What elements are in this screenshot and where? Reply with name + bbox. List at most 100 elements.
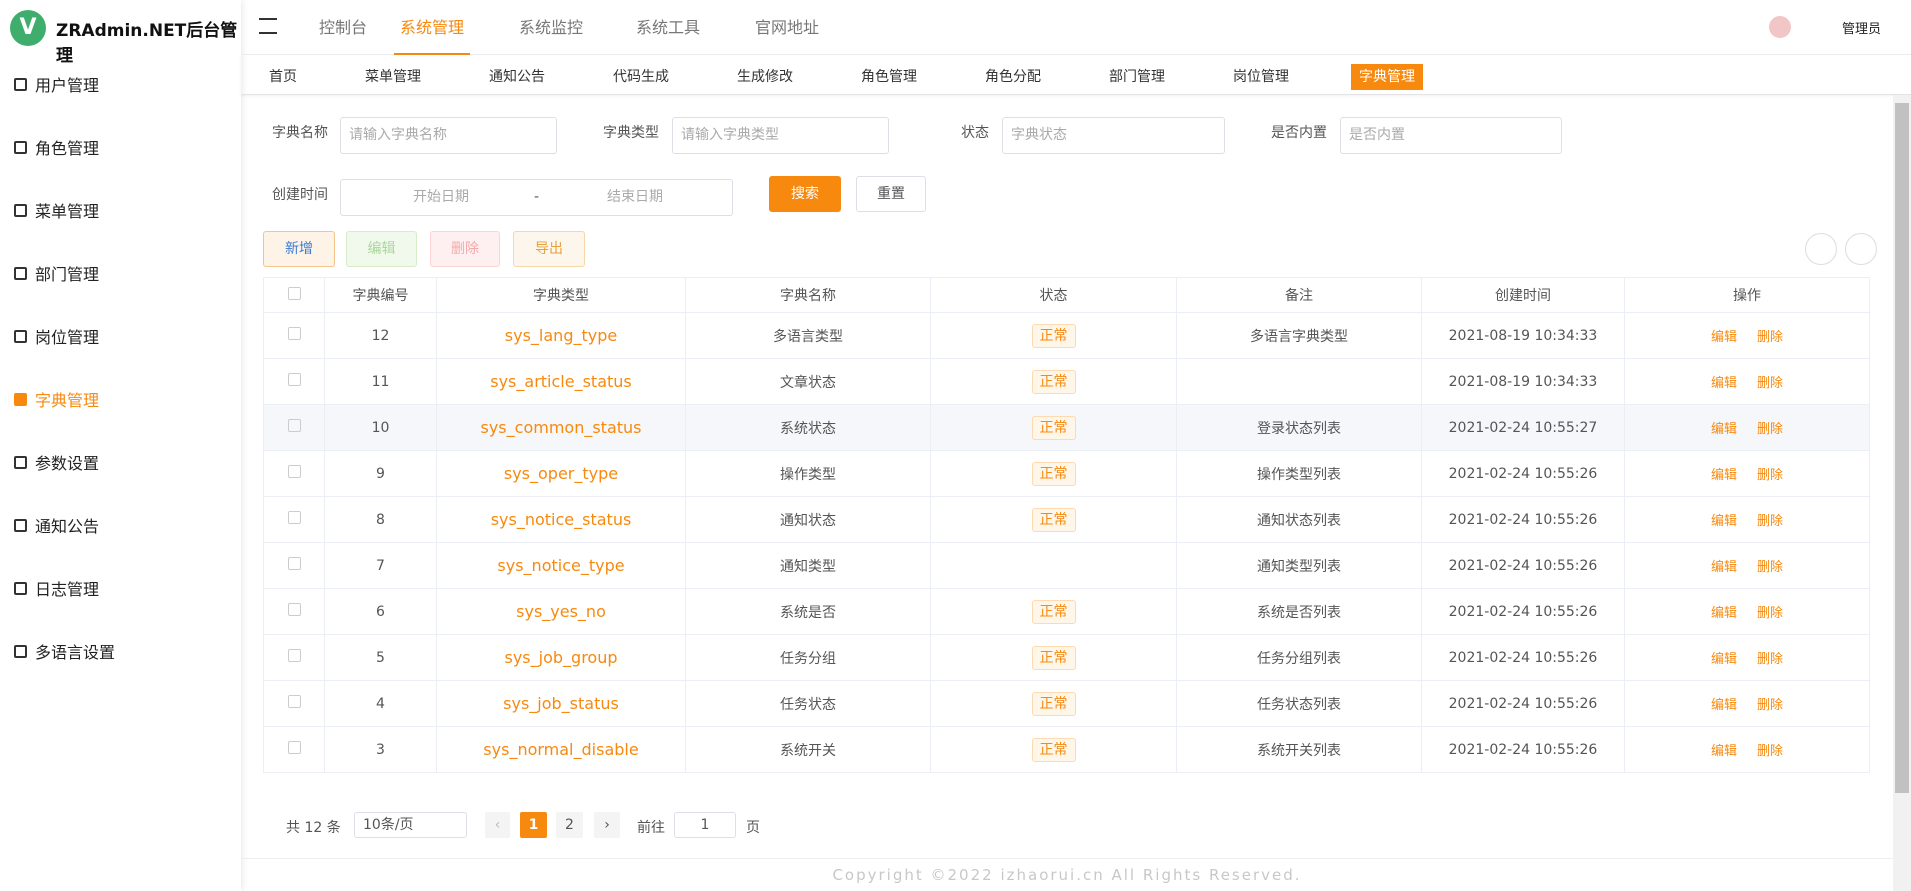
date-range[interactable]: 开始日期 - 结束日期 xyxy=(340,179,733,216)
sidebar-item[interactable]: 多语言设置 xyxy=(14,636,224,666)
refresh-button[interactable] xyxy=(1845,233,1877,265)
edit-link[interactable]: 编辑 xyxy=(1710,468,1737,483)
sidebar-label[interactable]: 多语言设置 xyxy=(35,643,116,662)
row-checkbox[interactable] xyxy=(263,634,325,681)
sidebar-item[interactable]: 岗位管理 xyxy=(14,321,224,351)
goto-input[interactable]: 1 xyxy=(674,812,736,838)
end-date[interactable]: 结束日期 xyxy=(607,189,663,205)
sidebar-item[interactable]: 角色管理 xyxy=(14,132,224,162)
tab[interactable]: 首页 xyxy=(263,64,303,90)
sidebar-label[interactable]: 菜单管理 xyxy=(35,202,100,221)
tab-label[interactable]: 字典管理 xyxy=(1359,69,1415,85)
dict-type-link[interactable]: sys_notice_status xyxy=(490,510,632,529)
row-checkbox[interactable] xyxy=(263,496,325,543)
tab-label[interactable]: 首页 xyxy=(269,69,297,85)
delete-link[interactable]: 删除 xyxy=(1757,652,1784,667)
dict-type-link[interactable]: sys_yes_no xyxy=(516,602,606,621)
tab[interactable]: 角色管理 xyxy=(855,64,923,90)
start-date[interactable]: 开始日期 xyxy=(413,189,469,205)
sidebar-label[interactable]: 参数设置 xyxy=(35,454,100,473)
dict-type-link[interactable]: sys_notice_type xyxy=(497,556,625,575)
sidebar-item[interactable]: 日志管理 xyxy=(14,573,224,603)
sidebar-item[interactable]: 通知公告 xyxy=(14,510,224,540)
delete-link[interactable]: 删除 xyxy=(1757,698,1784,713)
tab-label[interactable]: 岗位管理 xyxy=(1233,69,1289,85)
next-page[interactable]: › xyxy=(594,812,620,838)
page-number[interactable]: 2 xyxy=(556,812,583,838)
nav-item[interactable]: 系统管理 xyxy=(394,0,471,55)
page-size[interactable]: 10条/页 xyxy=(354,812,467,838)
select[interactable]: 字典状态 xyxy=(1002,117,1225,154)
sidebar-item[interactable]: 参数设置 xyxy=(14,447,224,477)
tab-label[interactable]: 生成修改 xyxy=(737,69,793,85)
tab-label[interactable]: 部门管理 xyxy=(1109,69,1165,85)
select[interactable]: 是否内置 xyxy=(1340,117,1562,154)
nav-item[interactable]: 系统监控 xyxy=(519,18,584,37)
edit-link[interactable]: 编辑 xyxy=(1710,422,1737,437)
tab[interactable]: 菜单管理 xyxy=(359,64,427,90)
delete-link[interactable]: 删除 xyxy=(1757,514,1784,529)
edit-link[interactable]: 编辑 xyxy=(1710,560,1737,575)
row-checkbox[interactable] xyxy=(263,680,325,727)
sidebar-label[interactable]: 部门管理 xyxy=(35,265,100,284)
nav-item[interactable]: 控制台 xyxy=(319,18,368,37)
delete-link[interactable]: 删除 xyxy=(1757,744,1784,759)
dict-type-link[interactable]: sys_oper_type xyxy=(503,464,619,483)
nav-item[interactable]: 官网地址 xyxy=(755,18,820,37)
input[interactable]: 请输入字典类型 xyxy=(672,117,889,154)
delete-button[interactable]: 删除 xyxy=(430,231,500,267)
row-checkbox[interactable] xyxy=(263,358,325,405)
prev-page[interactable]: ‹ xyxy=(485,812,510,838)
dict-type-link[interactable]: sys_normal_disable xyxy=(483,740,639,759)
tab-label[interactable]: 菜单管理 xyxy=(365,69,421,85)
add-button[interactable]: 新增 xyxy=(263,231,335,267)
edit-link[interactable]: 编辑 xyxy=(1710,330,1737,345)
edit-link[interactable]: 编辑 xyxy=(1710,652,1737,667)
delete-link[interactable]: 删除 xyxy=(1757,560,1784,575)
dict-type-link[interactable]: sys_article_status xyxy=(490,372,632,391)
dict-type-link[interactable]: sys_lang_type xyxy=(504,326,618,345)
header-checkbox[interactable] xyxy=(263,277,325,313)
tab[interactable]: 部门管理 xyxy=(1103,64,1171,90)
reset-button[interactable]: 重置 xyxy=(856,176,926,212)
edit-link[interactable]: 编辑 xyxy=(1710,514,1737,529)
tab-label[interactable]: 角色分配 xyxy=(985,69,1041,85)
sidebar-item[interactable]: 菜单管理 xyxy=(14,195,224,225)
row-checkbox[interactable] xyxy=(263,542,325,589)
dict-type-link[interactable]: sys_job_group xyxy=(504,648,618,667)
sidebar-label[interactable]: 角色管理 xyxy=(35,139,100,158)
export-button[interactable]: 导出 xyxy=(513,231,585,267)
page-number[interactable]: 1 xyxy=(520,812,547,838)
edit-link[interactable]: 编辑 xyxy=(1710,606,1737,621)
scroll-thumb[interactable] xyxy=(1895,103,1909,793)
nav-item[interactable]: 系统工具 xyxy=(636,18,701,37)
tab[interactable]: 岗位管理 xyxy=(1227,64,1295,90)
sidebar-label[interactable]: 日志管理 xyxy=(35,580,100,599)
delete-link[interactable]: 删除 xyxy=(1757,330,1784,345)
delete-link[interactable]: 删除 xyxy=(1757,606,1784,621)
delete-link[interactable]: 删除 xyxy=(1757,468,1784,483)
delete-link[interactable]: 删除 xyxy=(1757,376,1784,391)
row-checkbox[interactable] xyxy=(263,726,325,773)
edit-link[interactable]: 编辑 xyxy=(1710,698,1737,713)
row-checkbox[interactable] xyxy=(263,450,325,497)
tab[interactable]: 代码生成 xyxy=(607,64,675,90)
sidebar-label[interactable]: 用户管理 xyxy=(35,76,100,95)
tab-label[interactable]: 通知公告 xyxy=(489,69,545,85)
row-checkbox[interactable] xyxy=(263,312,325,359)
tab-label[interactable]: 代码生成 xyxy=(613,69,669,85)
dict-type-link[interactable]: sys_job_status xyxy=(503,694,619,713)
sidebar-label[interactable]: 岗位管理 xyxy=(35,328,100,347)
edit-link[interactable]: 编辑 xyxy=(1710,376,1737,391)
tab[interactable]: 角色分配 xyxy=(979,64,1047,90)
sidebar-label[interactable]: 通知公告 xyxy=(35,517,100,536)
tab[interactable]: 字典管理 xyxy=(1351,64,1423,90)
search-button[interactable]: 搜索 xyxy=(769,176,841,212)
column-header[interactable]: 字典编号 xyxy=(324,277,437,313)
menu-toggle[interactable] xyxy=(259,18,277,34)
sidebar-item[interactable]: 字典管理 xyxy=(14,384,224,414)
search-toggle[interactable] xyxy=(1805,233,1837,265)
input[interactable]: 请输入字典名称 xyxy=(340,117,557,154)
tab[interactable]: 通知公告 xyxy=(483,64,551,90)
edit-link[interactable]: 编辑 xyxy=(1710,744,1737,759)
